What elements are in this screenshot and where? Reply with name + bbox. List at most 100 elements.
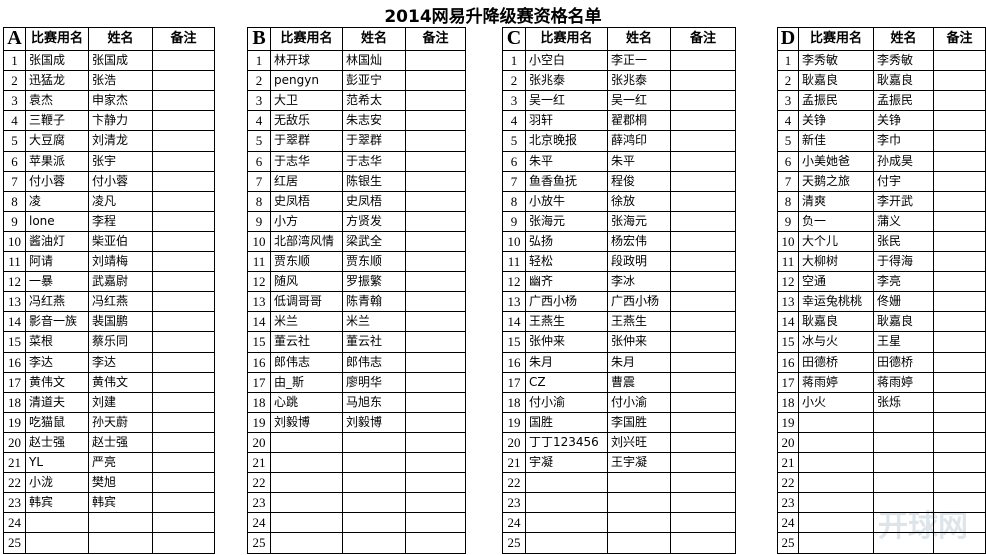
nickname: 史凤梧	[270, 191, 343, 212]
note	[405, 271, 466, 292]
row-number: 18	[3, 392, 26, 413]
real-name: 武嘉尉	[88, 271, 153, 292]
note	[933, 392, 986, 413]
row-number: 13	[777, 291, 799, 312]
row-number: 5	[247, 130, 271, 152]
note	[933, 211, 986, 232]
row-number: 1	[777, 50, 799, 71]
note	[933, 110, 986, 131]
real-name	[873, 532, 934, 554]
row-number: 3	[3, 90, 26, 111]
row-number: 1	[3, 50, 26, 71]
nickname: 小泷	[25, 472, 89, 493]
row-number: 9	[247, 211, 271, 232]
row-number: 11	[3, 251, 26, 272]
note	[152, 231, 215, 252]
nickname	[525, 512, 608, 533]
group-letter: B	[247, 27, 271, 51]
note	[405, 392, 466, 413]
row-number: 8	[247, 191, 271, 212]
note	[152, 331, 215, 353]
real-name	[607, 472, 671, 493]
nickname	[270, 432, 343, 453]
real-name: 彭亚宁	[342, 70, 406, 91]
nickname: 米兰	[270, 311, 343, 332]
row-number: 14	[502, 311, 526, 332]
nickname: 郎伟志	[270, 352, 343, 373]
nickname: 丁丁123456	[525, 432, 608, 453]
nickname: 无敌乐	[270, 110, 343, 131]
row-number: 24	[3, 512, 26, 533]
real-name: 张烁	[873, 392, 934, 413]
nickname: YL	[25, 452, 89, 473]
real-name: 耿嘉良	[873, 70, 934, 91]
nickname: 心跳	[270, 392, 343, 413]
row-number: 21	[777, 452, 799, 473]
real-name: 张兆泰	[607, 70, 671, 91]
row-number: 25	[247, 532, 271, 554]
note	[152, 311, 215, 332]
note	[670, 492, 736, 513]
real-name	[607, 532, 671, 554]
row-number: 24	[247, 512, 271, 533]
nickname	[798, 472, 874, 493]
nickname: 弘扬	[525, 231, 608, 252]
row-number: 14	[777, 311, 799, 332]
real-name	[607, 512, 671, 533]
note	[933, 231, 986, 252]
real-name: 李程	[88, 211, 153, 232]
real-name: 蒋雨婷	[873, 372, 934, 393]
nickname: 张兆泰	[525, 70, 608, 91]
real-name: 李冰	[607, 271, 671, 292]
row-number: 23	[247, 492, 271, 513]
row-number: 12	[502, 271, 526, 292]
nickname: 阿请	[25, 251, 89, 272]
note	[933, 311, 986, 332]
row-number: 15	[3, 331, 26, 353]
row-number: 17	[247, 372, 271, 393]
group-letter: A	[3, 27, 26, 51]
nickname	[270, 452, 343, 473]
note	[670, 452, 736, 473]
row-number: 8	[3, 191, 26, 212]
note	[670, 50, 736, 71]
note	[933, 412, 986, 433]
real-name: 李开武	[873, 191, 934, 212]
row-number: 18	[247, 392, 271, 413]
row-number: 11	[502, 251, 526, 272]
real-name: 贾东顺	[342, 251, 406, 272]
nickname: 迅猛龙	[25, 70, 89, 91]
note	[405, 291, 466, 312]
real-name: 申家杰	[88, 90, 153, 111]
row-number: 15	[502, 331, 526, 353]
real-name: 李正一	[607, 50, 671, 71]
real-name: 田德桥	[873, 352, 934, 373]
real-name: 张浩	[88, 70, 153, 91]
nickname: 张仲来	[525, 331, 608, 353]
real-name: 郎伟志	[342, 352, 406, 373]
nickname	[798, 512, 874, 533]
nickname: lone	[25, 211, 89, 232]
row-number: 19	[247, 412, 271, 433]
row-number: 14	[3, 311, 26, 332]
row-number: 7	[777, 171, 799, 192]
note	[670, 372, 736, 393]
row-number: 21	[247, 452, 271, 473]
real-name	[607, 492, 671, 513]
nickname: 林开球	[270, 50, 343, 71]
note	[152, 171, 215, 192]
note	[405, 532, 466, 554]
note	[405, 211, 466, 232]
note	[152, 472, 215, 493]
real-name: 陈青翰	[342, 291, 406, 312]
note	[152, 251, 215, 272]
row-number: 10	[3, 231, 26, 252]
nickname	[270, 492, 343, 513]
real-name: 张海元	[607, 211, 671, 232]
row-number: 16	[247, 352, 271, 373]
real-name: 付小渝	[607, 392, 671, 413]
row-number: 6	[502, 151, 526, 172]
real-name: 朱志安	[342, 110, 406, 131]
real-name	[873, 432, 934, 453]
